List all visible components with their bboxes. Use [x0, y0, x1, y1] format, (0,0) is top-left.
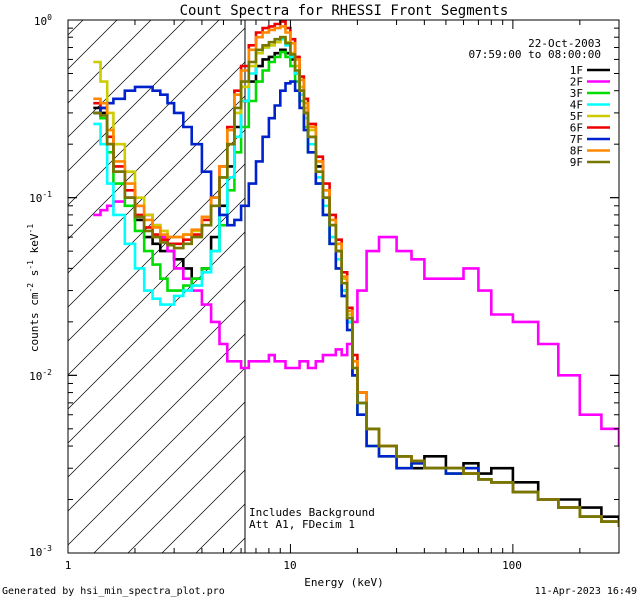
- hatch-line: [127, 435, 245, 553]
- legend-label-2f: 2F: [570, 76, 583, 89]
- annotation-background: Includes Background: [249, 506, 375, 519]
- legend-label-3f: 3F: [570, 87, 583, 100]
- hatch-line: [0, 20, 49, 553]
- hatch-line: [68, 20, 220, 172]
- hatch-line: [68, 265, 245, 444]
- series-8f: [93, 25, 619, 527]
- y-axis-label: counts cm-2 s-1 keV-1: [26, 224, 41, 352]
- series-1f: [93, 48, 619, 522]
- x-axis-label: Energy (keV): [304, 576, 383, 589]
- hatch-line: [68, 95, 245, 274]
- hatch-line: [68, 367, 245, 546]
- legend-label-6f: 6F: [570, 122, 583, 135]
- y-tick-label-1e-1: 10-1: [29, 190, 52, 205]
- legend-label-9f: 9F: [570, 156, 583, 169]
- chart-title: Count Spectra for RHESSI Front Segments: [180, 3, 509, 19]
- plot-frame: [67, 19, 620, 554]
- series-4f: [93, 37, 619, 527]
- hatch-line: [68, 333, 245, 512]
- hatch-line: [93, 401, 245, 553]
- hatch-line: [68, 61, 245, 240]
- hatch-region: [0, 20, 245, 553]
- y-tick-label-1e0: 100: [34, 13, 52, 28]
- legend-label-4f: 4F: [570, 99, 583, 112]
- y-tick-label-1e-3: 10-3: [29, 544, 52, 559]
- y-tick-label-1e-2: 10-2: [29, 368, 52, 383]
- legend-label-8f: 8F: [570, 145, 583, 158]
- time-range-label: 07:59:00 to 08:00:00: [469, 48, 601, 61]
- date-label: 22-Oct-2003: [528, 37, 601, 50]
- hatch-line: [68, 197, 245, 376]
- x-tick-label-100: 100: [502, 559, 522, 572]
- series-6f: [93, 20, 619, 527]
- x-tick-label-1: 1: [65, 559, 72, 572]
- hatch-line: [68, 20, 152, 104]
- x-tick-label-10: 10: [283, 559, 296, 572]
- hatch-line: [0, 20, 15, 553]
- footer-generated-by: Generated by hsi_min_spectra_plot.pro: [2, 586, 225, 597]
- annotation-attenuator: Att A1, FDecim 1: [249, 518, 355, 531]
- series-9f: [93, 35, 619, 527]
- hatch-line: [68, 299, 245, 478]
- legend-label-5f: 5F: [570, 110, 583, 123]
- hatch-line: [68, 163, 245, 342]
- series-5f: [93, 35, 619, 527]
- legend-label-1f: 1F: [570, 64, 583, 77]
- legend-label-7f: 7F: [570, 133, 583, 146]
- series-7f: [93, 80, 619, 527]
- footer-timestamp: 11-Apr-2023 16:49: [535, 586, 637, 597]
- hatch-line: [68, 129, 245, 308]
- hatch-line: [68, 27, 245, 206]
- hatch-line: [68, 231, 245, 410]
- hatch-line: [68, 20, 84, 36]
